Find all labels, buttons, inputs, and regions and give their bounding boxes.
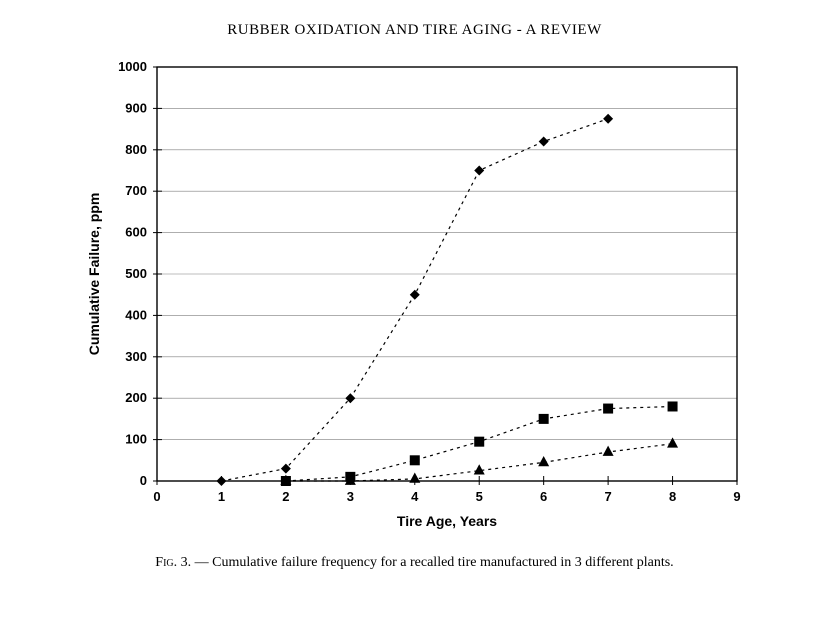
svg-text:700: 700: [125, 183, 147, 198]
svg-text:100: 100: [125, 432, 147, 447]
svg-text:9: 9: [733, 489, 740, 504]
svg-text:600: 600: [125, 225, 147, 240]
svg-text:500: 500: [125, 266, 147, 281]
caption-text: Cumulative failure frequency for a recal…: [212, 555, 674, 570]
svg-text:200: 200: [125, 390, 147, 405]
svg-text:300: 300: [125, 349, 147, 364]
svg-text:1: 1: [217, 489, 224, 504]
svg-text:7: 7: [604, 489, 611, 504]
svg-text:400: 400: [125, 307, 147, 322]
page-title: RUBBER OXIDATION AND TIRE AGING - A REVI…: [0, 22, 829, 39]
svg-text:Tire Age, Years: Tire Age, Years: [396, 513, 496, 529]
svg-text:1000: 1000: [118, 59, 147, 74]
caption-prefix: Fig. 3. —: [155, 555, 212, 570]
svg-text:4: 4: [411, 489, 419, 504]
svg-text:3: 3: [346, 489, 353, 504]
svg-text:900: 900: [125, 100, 147, 115]
scatter-line-chart: 0 1 2 3 4 5 6 7 8 9 0 100 200 300 400 500 600 700 800 900 10…: [65, 49, 765, 549]
svg-text:2: 2: [282, 489, 289, 504]
svg-text:8: 8: [668, 489, 675, 504]
svg-text:0: 0: [139, 473, 146, 488]
figure-caption: Fig. 3. — Cumulative failure frequency f…: [0, 555, 829, 571]
chart-container: 0 1 2 3 4 5 6 7 8 9 0 100 200 300 400 500 600 700 800 900 10…: [65, 49, 765, 549]
svg-text:800: 800: [125, 142, 147, 157]
svg-text:6: 6: [540, 489, 547, 504]
svg-text:5: 5: [475, 489, 482, 504]
svg-text:Cumulative Failure, ppm: Cumulative Failure, ppm: [86, 193, 102, 356]
svg-text:0: 0: [153, 489, 160, 504]
